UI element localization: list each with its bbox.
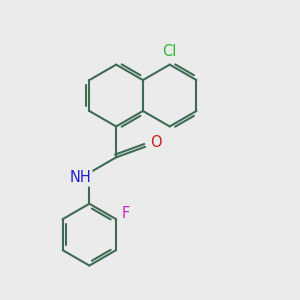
Text: O: O (150, 136, 161, 151)
Text: NH: NH (70, 170, 91, 185)
Text: F: F (122, 206, 130, 221)
Text: Cl: Cl (163, 44, 177, 59)
